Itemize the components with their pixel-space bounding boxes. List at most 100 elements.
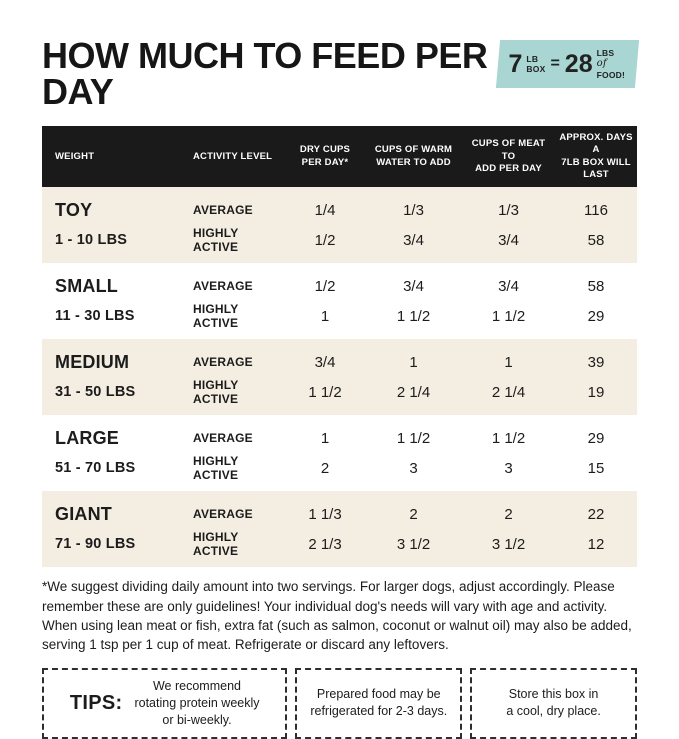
- water-average: 1: [409, 353, 418, 371]
- meat-average: 1/3: [498, 201, 519, 219]
- dry-cups-active: 2: [320, 459, 330, 477]
- activity-highly-active: HIGHLY ACTIVE: [193, 226, 239, 255]
- weight-range: 31 - 50 LBS: [55, 384, 136, 401]
- activity-average: AVERAGE: [193, 203, 253, 218]
- meat-active: 2 1/4: [491, 383, 526, 401]
- days-average: 58: [587, 277, 605, 295]
- days-average: 22: [587, 505, 605, 523]
- activity-highly-active: HIGHLY ACTIVE: [193, 302, 239, 331]
- badge-result-top: LBS of: [597, 48, 625, 70]
- days-average: 39: [587, 353, 605, 371]
- meat-average: 1: [504, 353, 513, 371]
- activity-highly-active: HIGHLY ACTIVE: [193, 454, 239, 483]
- meat-cell: 1/3 3/4: [462, 187, 555, 263]
- weight-group-toy: TOY 1 - 10 LBS AVERAGE HIGHLY ACTIVE 1/4…: [42, 187, 637, 264]
- weight-group-small: SMALL 11 - 30 LBS AVERAGE HIGHLY ACTIVE …: [42, 263, 637, 340]
- weight-cell: GIANT 71 - 90 LBS: [42, 491, 165, 567]
- dry-cups-average: 3/4: [314, 353, 336, 371]
- water-active: 3 1/2: [396, 535, 431, 553]
- weight-name: TOY: [55, 199, 93, 220]
- water-active: 2 1/4: [396, 383, 431, 401]
- activity-cell: AVERAGE HIGHLY ACTIVE: [165, 491, 285, 567]
- col-header-dry-cups: DRY CUPS PER DAY*: [299, 144, 351, 168]
- weight-cell: LARGE 51 - 70 LBS: [42, 415, 165, 491]
- weight-range: 11 - 30 LBS: [55, 308, 135, 325]
- activity-highly-active: HIGHLY ACTIVE: [193, 378, 239, 407]
- meat-active: 1 1/2: [491, 307, 526, 325]
- days-active: 29: [587, 307, 605, 325]
- weight-name: GIANT: [55, 503, 112, 524]
- badge-result-bottom: FOOD!: [596, 70, 625, 81]
- weight-range: 1 - 10 LBS: [55, 232, 128, 249]
- days-cell: 22 12: [555, 491, 637, 567]
- badge-equals: =: [550, 55, 560, 73]
- tip-text: We recommend rotating protein weekly or …: [134, 679, 260, 727]
- activity-cell: AVERAGE HIGHLY ACTIVE: [165, 187, 285, 263]
- badge-result-unit: LBS of FOOD!: [597, 48, 625, 80]
- col-header-weight: WEIGHT: [55, 150, 95, 162]
- badge-unit-bottom: BOX: [526, 64, 546, 75]
- dry-cups-average: 1/4: [314, 201, 336, 219]
- days-cell: 29 15: [555, 415, 637, 491]
- dry-cups-cell: 1 2: [285, 415, 365, 491]
- meat-average: 3/4: [498, 277, 519, 295]
- col-header-days: APPROX. DAYS A 7LB BOX WILL LAST: [559, 132, 633, 181]
- box-size-badge: 7 LB BOX = 28 LBS of FOOD!: [498, 40, 637, 88]
- tip-text: Store this box in a cool, dry place.: [506, 687, 601, 719]
- activity-highly-active: HIGHLY ACTIVE: [193, 530, 239, 559]
- dry-cups-active: 1 1/2: [308, 383, 342, 401]
- weight-group-large: LARGE 51 - 70 LBS AVERAGE HIGHLY ACTIVE …: [42, 415, 637, 492]
- tips-label: TIPS:: [69, 691, 123, 714]
- water-cell: 1 2 1/4: [365, 339, 462, 415]
- dry-cups-active: 1/2: [314, 231, 336, 249]
- water-average: 1/3: [403, 201, 424, 219]
- days-active: 19: [587, 383, 605, 401]
- activity-average: AVERAGE: [193, 279, 253, 294]
- water-active: 1 1/2: [396, 307, 431, 325]
- meat-cell: 1 2 1/4: [462, 339, 555, 415]
- activity-cell: AVERAGE HIGHLY ACTIVE: [165, 339, 285, 415]
- dry-cups-cell: 3/4 1 1/2: [285, 339, 365, 415]
- badge-result-lbs: LBS: [596, 48, 615, 58]
- water-average: 3/4: [403, 277, 424, 295]
- dry-cups-cell: 1/2 1: [285, 263, 365, 339]
- water-active: 3/4: [403, 231, 424, 249]
- col-header-warm-water: CUPS OF WARM WATER TO ADD: [374, 144, 453, 168]
- dry-cups-active: 2 1/3: [308, 535, 342, 553]
- weight-name: MEDIUM: [55, 351, 130, 372]
- dry-cups-average: 1: [320, 429, 330, 447]
- activity-cell: AVERAGE HIGHLY ACTIVE: [165, 263, 285, 339]
- meat-active: 3 1/2: [491, 535, 526, 553]
- feed-table-header: WEIGHT ACTIVITY LEVEL DRY CUPS PER DAY* …: [42, 126, 637, 188]
- water-cell: 3/4 1 1/2: [365, 263, 462, 339]
- dry-cups-average: 1 1/3: [308, 505, 342, 523]
- weight-name: SMALL: [55, 275, 118, 296]
- meat-average: 1 1/2: [491, 429, 526, 447]
- meat-cell: 1 1/2 3: [462, 415, 555, 491]
- days-cell: 58 29: [555, 263, 637, 339]
- weight-cell: MEDIUM 31 - 50 LBS: [42, 339, 165, 415]
- weight-name: LARGE: [55, 427, 119, 448]
- activity-average: AVERAGE: [193, 431, 253, 446]
- dry-cups-active: 1: [320, 307, 330, 325]
- meat-active: 3: [504, 459, 513, 477]
- days-cell: 116 58: [555, 187, 637, 263]
- activity-cell: AVERAGE HIGHLY ACTIVE: [165, 415, 285, 491]
- weight-group-giant: GIANT 71 - 90 LBS AVERAGE HIGHLY ACTIVE …: [42, 491, 637, 568]
- col-header-activity: ACTIVITY LEVEL: [193, 150, 273, 162]
- days-active: 12: [587, 535, 605, 553]
- weight-cell: TOY 1 - 10 LBS: [42, 187, 165, 263]
- weight-range: 71 - 90 LBS: [55, 536, 136, 553]
- water-active: 3: [409, 459, 418, 477]
- water-cell: 1 1/2 3: [365, 415, 462, 491]
- water-cell: 1/3 3/4: [365, 187, 462, 263]
- dry-cups-cell: 1/4 1/2: [285, 187, 365, 263]
- badge-result-of: of: [596, 58, 607, 70]
- badge-box-weight: 7: [508, 49, 523, 78]
- footnote: *We suggest dividing daily amount into t…: [42, 579, 632, 652]
- meat-cell: 2 3 1/2: [462, 491, 555, 567]
- activity-average: AVERAGE: [193, 507, 253, 522]
- days-average: 116: [584, 201, 608, 219]
- dry-cups-cell: 1 1/3 2 1/3: [285, 491, 365, 567]
